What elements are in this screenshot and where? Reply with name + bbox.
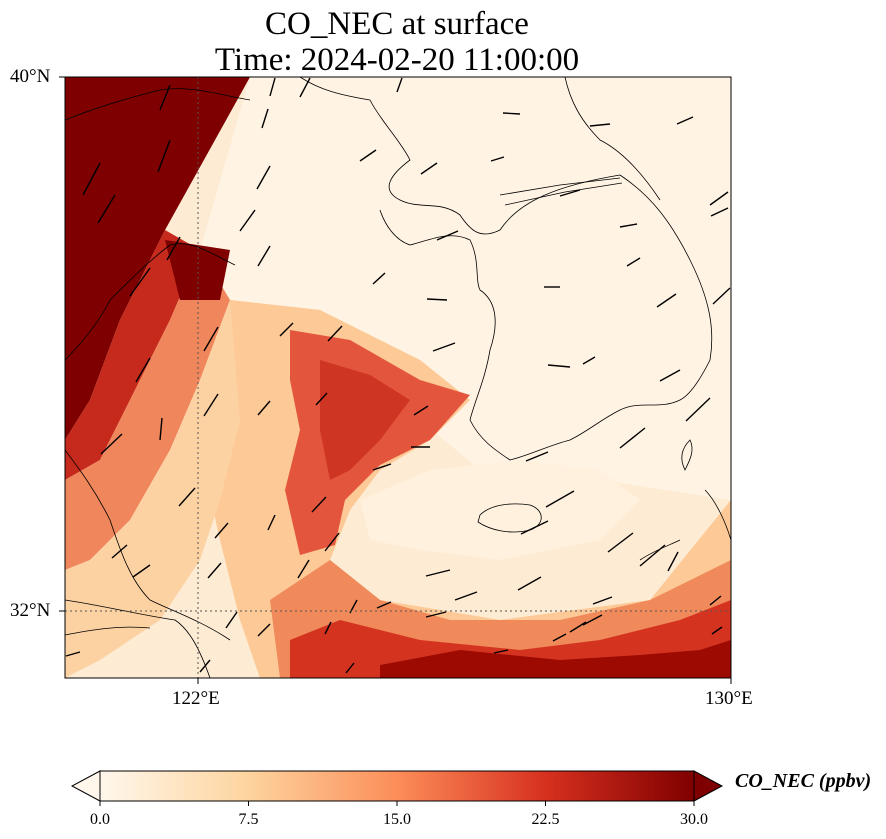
colorbar-label: CO_NEC (ppbv) — [735, 770, 872, 792]
lat-tick-32n: 32°N — [10, 600, 51, 621]
colorbar-max-extend — [693, 770, 724, 802]
colorbar-tick: 0.0 — [90, 811, 110, 828]
colorbar-gradient — [100, 771, 694, 801]
map-subtitle: Time: 2024-02-20 11:00:00 — [214, 42, 580, 78]
map-frame — [64, 76, 732, 679]
colorbar-tick: 7.5 — [238, 811, 259, 828]
colorbar-tick: 30.0 — [680, 811, 708, 828]
lon-tick-122e: 122°E — [172, 688, 220, 709]
concentration-field — [65, 77, 731, 678]
lat-tick-40n: 40°N — [10, 66, 51, 87]
map-gridlines — [65, 77, 731, 678]
axis-ticks — [59, 76, 732, 684]
wind-vectors — [65, 77, 731, 674]
map-title: CO_NEC at surface — [265, 6, 529, 42]
colorbar-tick: 15.0 — [383, 811, 411, 828]
lon-tick-130e: 130°E — [705, 688, 753, 709]
colorbar-tick: 22.5 — [531, 811, 560, 828]
colorbar — [70, 770, 724, 806]
colorbar-min-extend — [70, 770, 101, 802]
